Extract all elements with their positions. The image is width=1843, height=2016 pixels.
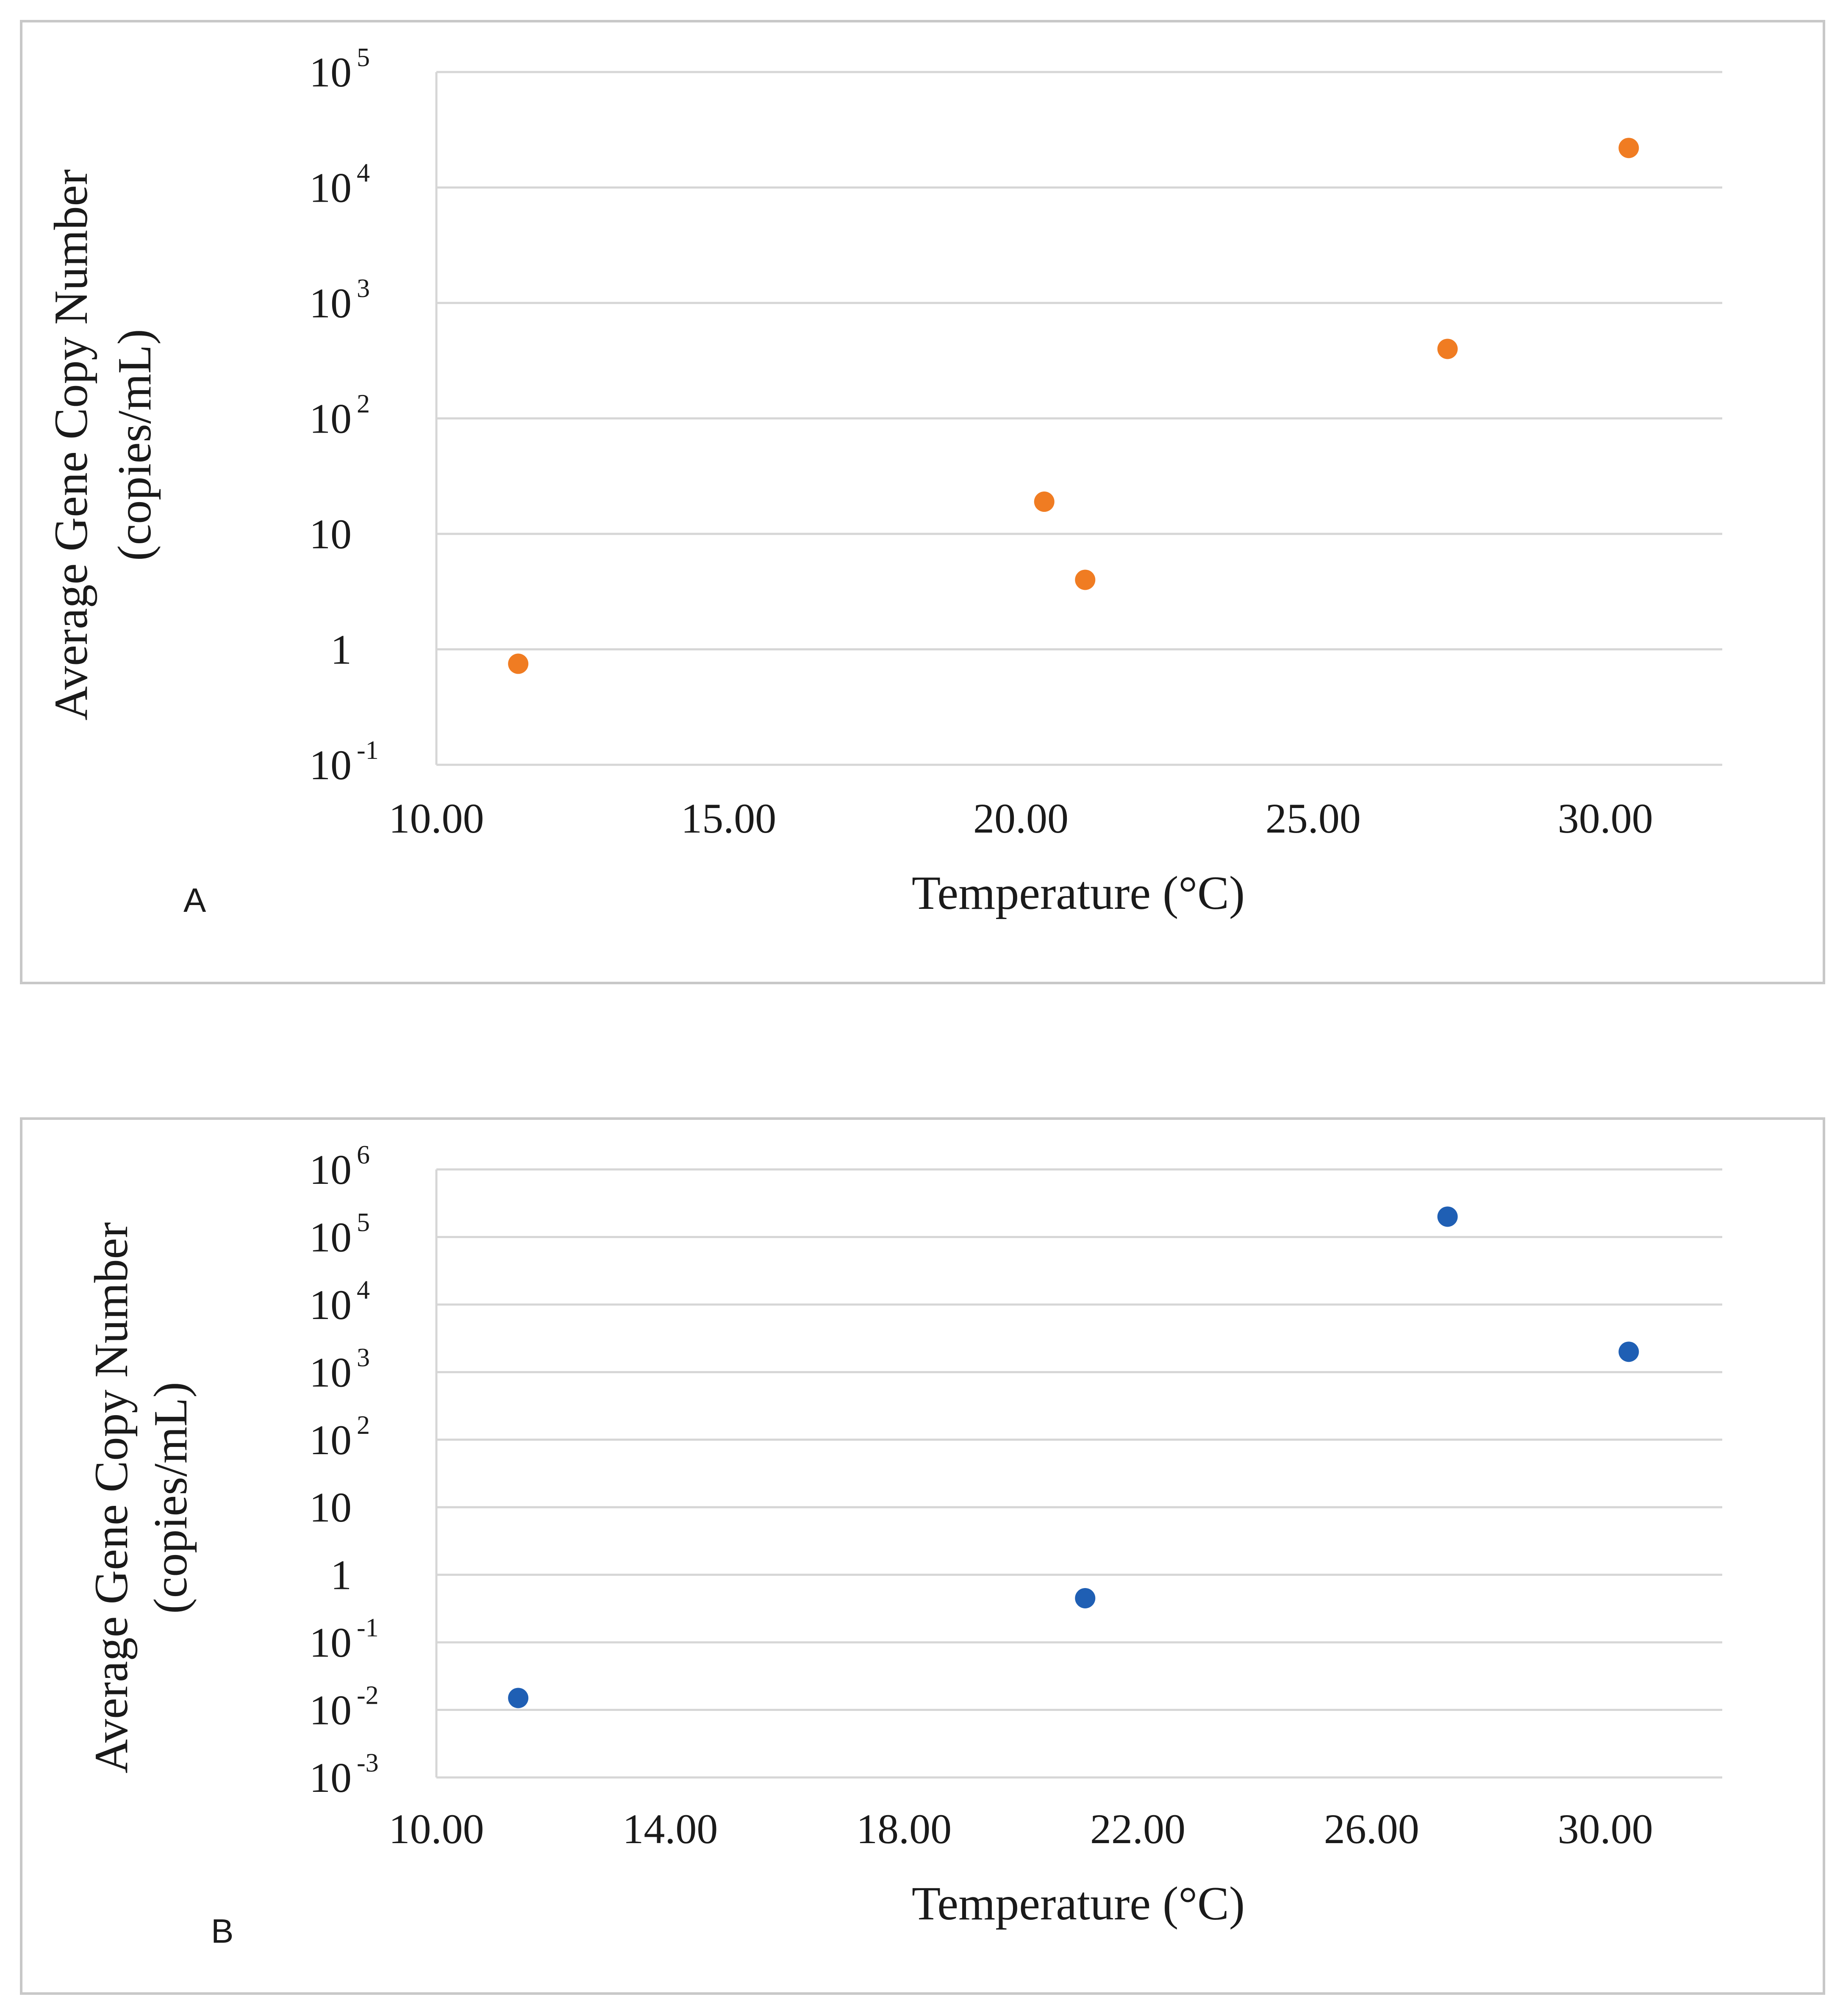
panel-frame [20,20,1825,984]
x-tick-label: 26.00 [1324,1805,1419,1852]
y-tick-label: 10 [309,1281,352,1328]
x-axis-title: Temperature (°C) [912,867,1245,919]
x-tick-label: 14.00 [622,1805,718,1852]
y-axis-title-units: (copies/mL) [144,1382,197,1613]
x-tick-label: 18.00 [856,1805,952,1852]
y-tick-label: 10 [309,1484,352,1531]
panel-label: A [183,881,206,919]
y-axis-title-units: (copies/mL) [108,329,161,561]
y-tick-label: 10 [309,511,352,558]
y-tick-exponent: 3 [357,274,370,303]
y-tick-exponent: -1 [357,736,379,765]
y-tick-label: 10 [309,1146,352,1193]
data-point [1618,1341,1639,1362]
y-tick-label: 10 [309,1213,352,1261]
y-tick-exponent: -3 [357,1749,379,1777]
y-tick-label: 10 [309,1687,352,1734]
data-point [1075,1588,1096,1608]
x-tick-label: 30.00 [1558,1805,1653,1852]
y-tick-label: 10 [309,280,352,327]
x-axis-title: Temperature (°C) [912,1877,1245,1930]
y-tick-exponent: 2 [357,390,370,419]
x-tick-label: 10.00 [389,795,484,842]
x-tick-label: 10.00 [389,1805,484,1852]
y-tick-label: 10 [309,1619,352,1666]
y-tick-exponent: 4 [357,1276,370,1305]
data-point [508,653,529,674]
y-tick-label: 10 [309,395,352,442]
y-tick-exponent: -2 [357,1681,379,1710]
y-tick-exponent: 3 [357,1343,370,1372]
y-tick-label: 10 [309,1349,352,1396]
y-tick-exponent: 4 [357,159,370,188]
x-tick-label: 25.00 [1266,795,1361,842]
data-point [1437,339,1458,359]
y-tick-label: 10 [309,1416,352,1463]
panel-label: B [211,1912,233,1950]
x-tick-label: 20.00 [973,795,1069,842]
y-tick-label: 10 [309,741,352,789]
y-tick-label: 10 [309,164,352,211]
y-tick-exponent: 6 [357,1141,370,1169]
y-tick-label: 10 [309,1754,352,1801]
data-point [1437,1206,1458,1227]
data-point [1075,569,1096,590]
panel-frame [20,1117,1825,1995]
y-tick-label: 1 [330,626,352,673]
y-axis-title: Average Gene Copy Number [45,169,97,720]
y-tick-exponent: 5 [357,43,370,72]
y-tick-exponent: 2 [357,1411,370,1440]
y-tick-label: 1 [330,1552,352,1599]
y-tick-label: 10 [309,49,352,96]
y-axis-title: Average Gene Copy Number [85,1222,138,1773]
y-tick-exponent: -1 [357,1613,379,1642]
data-point [1618,138,1639,158]
x-tick-label: 22.00 [1090,1805,1185,1852]
data-point [1034,492,1055,512]
data-point [508,1688,529,1708]
y-tick-exponent: 5 [357,1208,370,1237]
x-tick-label: 30.00 [1558,795,1653,842]
x-tick-label: 15.00 [681,795,776,842]
